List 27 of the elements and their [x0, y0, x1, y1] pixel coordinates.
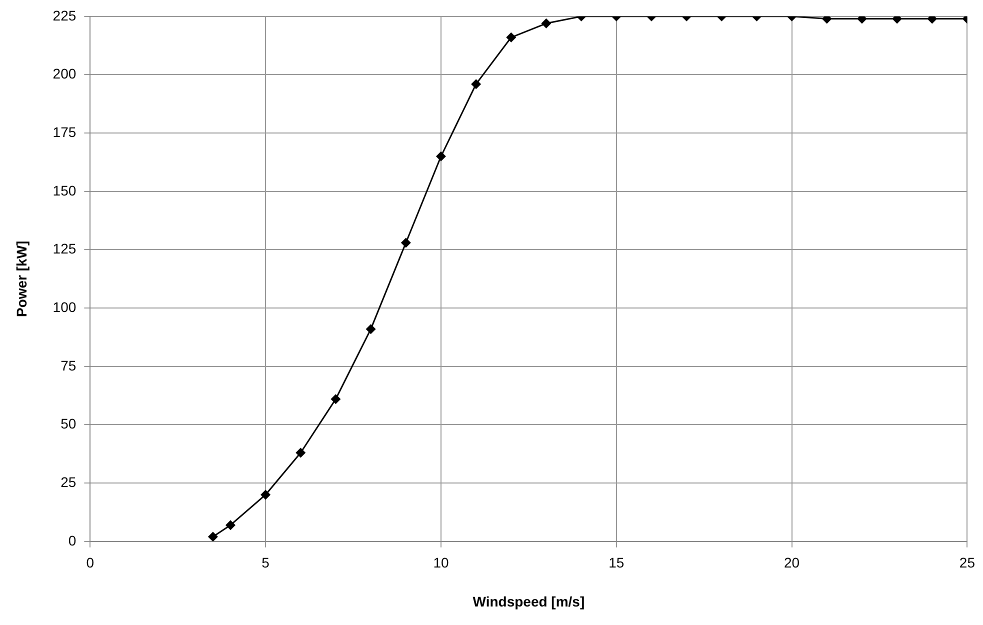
x-axis-title: Windspeed [m/s] [472, 593, 585, 610]
point [260, 490, 271, 500]
point [400, 238, 411, 248]
point [208, 532, 218, 542]
x-tick-label: 15 [608, 554, 624, 571]
x-tick-label: 5 [262, 554, 270, 571]
y-tick-label: 50 [60, 416, 76, 432]
x-tick-label: 20 [784, 554, 800, 571]
point [330, 394, 341, 404]
point [436, 151, 446, 162]
y-tick-label: 100 [52, 298, 76, 315]
point [296, 448, 306, 458]
y-axis-title: Power [kW] [13, 240, 30, 318]
point [225, 520, 236, 530]
point [471, 79, 482, 90]
y-tick-label: 125 [52, 240, 76, 257]
y-tick-label: 175 [52, 124, 76, 140]
y-tick-label: 150 [52, 182, 76, 198]
x-tick-label: 25 [959, 554, 976, 571]
point [366, 324, 376, 334]
y-tick-label: 225 [52, 7, 76, 24]
y-tick-label: 200 [52, 66, 76, 82]
x-tick-label: 0 [86, 554, 94, 571]
y-tick-label: 0 [68, 532, 76, 548]
y-tick-label: 25 [60, 474, 76, 490]
x-tick-label: 10 [433, 554, 449, 571]
y-tick-label: 75 [60, 357, 76, 374]
